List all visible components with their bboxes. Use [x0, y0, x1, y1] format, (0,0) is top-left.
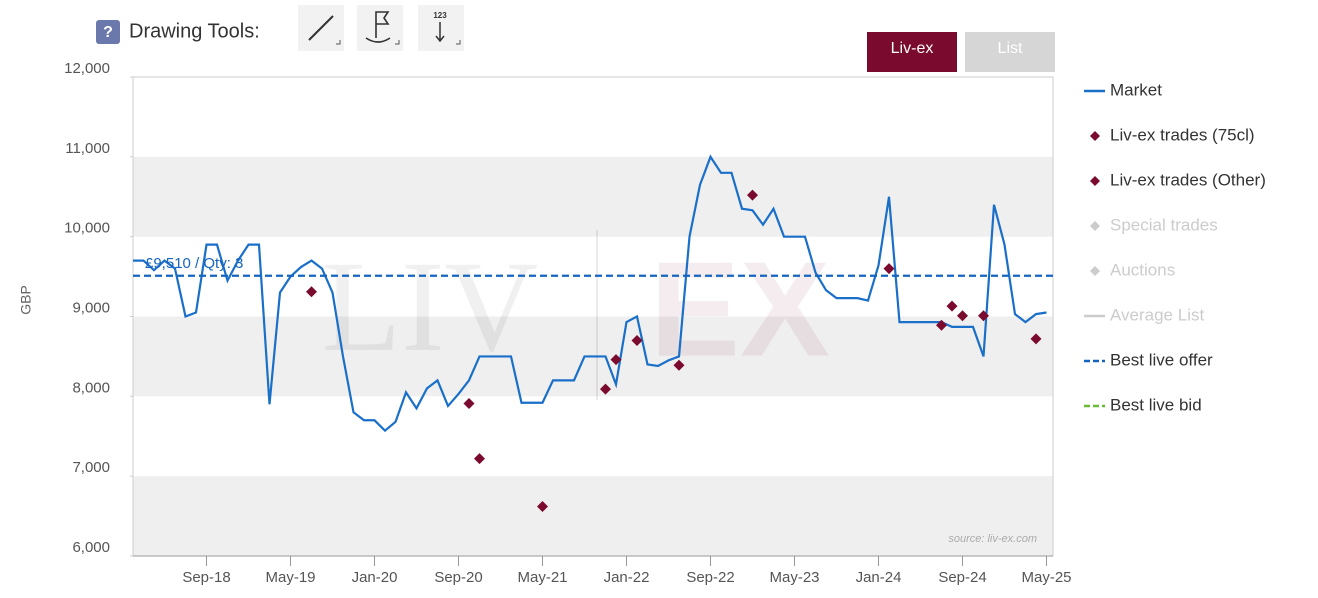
- trade-marker: [610, 354, 622, 366]
- tool-button[interactable]: [418, 5, 464, 51]
- trade-marker: [1030, 333, 1042, 345]
- legend-label: Liv-ex trades (Other): [1110, 170, 1266, 189]
- help-icon[interactable]: [96, 20, 120, 44]
- y-tick-label: 10,000: [64, 220, 110, 237]
- tab-button[interactable]: [867, 32, 957, 72]
- watermark: EX: [650, 234, 830, 385]
- tab-button[interactable]: [965, 32, 1055, 72]
- trade-marker: [463, 398, 475, 410]
- trade-marker: [883, 263, 895, 275]
- legend-label: Best live bid: [1110, 395, 1202, 414]
- legend-label: Best live offer: [1110, 350, 1213, 369]
- tool-text: 123: [433, 11, 447, 20]
- legend-item[interactable]: Market: [1084, 80, 1162, 99]
- x-tick-label: May-19: [265, 569, 315, 586]
- trade-marker: [936, 319, 947, 331]
- tab-label: List: [998, 40, 1023, 57]
- plot-area: LIV EX source: liv-ex.com 6,000 7,000 8,000 9,…: [64, 60, 1071, 586]
- legend-item[interactable]: Best live offer: [1084, 350, 1213, 369]
- offer-label: £9,510 / Qty: 3: [145, 255, 243, 272]
- market-line: [133, 154, 1047, 433]
- help-text: ?: [103, 24, 113, 41]
- tool-corner: [395, 40, 400, 45]
- x-tick-label: Sep-20: [434, 569, 482, 586]
- tab-label: Liv-ex: [891, 40, 934, 57]
- plot-band: [133, 476, 1053, 556]
- flag-tool[interactable]: [357, 5, 403, 51]
- tool-icon: [435, 22, 445, 43]
- y-tick-label: 12,000: [64, 60, 110, 77]
- trade-marker: [978, 310, 989, 322]
- legend-label: Liv-ex trades (75cl): [1110, 125, 1255, 144]
- y-tick-label: 11,000: [65, 140, 110, 157]
- legend-symbol: [1090, 131, 1100, 141]
- x-tick-label: May-21: [517, 569, 567, 586]
- trade-marker: [673, 359, 685, 371]
- legend-item[interactable]: Auctions: [1090, 260, 1175, 279]
- y-tick-label: 7,000: [72, 459, 110, 476]
- x-tick-label: Sep-24: [938, 569, 986, 586]
- legend-item[interactable]: Liv-ex trades (75cl): [1090, 125, 1255, 144]
- legend-label: Auctions: [1110, 260, 1175, 279]
- x-tick-label: Jan-20: [352, 569, 398, 586]
- y-tick-label: 9,000: [72, 299, 110, 316]
- legend-symbol: [1090, 266, 1100, 276]
- tool-icon: [365, 11, 391, 43]
- x-tick-label: May-25: [1021, 569, 1071, 586]
- legend-label: Special trades: [1110, 215, 1218, 234]
- legend-label: Average List: [1110, 305, 1204, 324]
- trade-marker: [957, 310, 968, 322]
- x-tick-label: Jan-22: [604, 569, 650, 586]
- y-tick-label: 8,000: [72, 379, 110, 396]
- y-axis-title: GBP: [18, 285, 34, 315]
- y-tick-label: 6,000: [72, 539, 110, 556]
- trade-marker: [306, 286, 317, 298]
- trade-marker: [631, 334, 643, 346]
- trade-marker: [600, 383, 611, 395]
- legend-item[interactable]: Liv-ex trades (Other): [1090, 170, 1266, 189]
- counter-tool[interactable]: 123: [418, 5, 464, 51]
- line-tool[interactable]: [298, 5, 344, 51]
- trade-marker: [747, 189, 758, 201]
- tool-corner: [336, 40, 341, 45]
- legend-item[interactable]: Special trades: [1090, 215, 1218, 234]
- tool-icon: [308, 15, 334, 41]
- x-tick-label: Jan-24: [856, 569, 902, 586]
- source-note: source: liv-ex.com: [948, 533, 1037, 545]
- x-tick-label: Sep-18: [182, 569, 230, 586]
- trade-marker: [474, 453, 485, 465]
- legend-item[interactable]: Average List: [1084, 305, 1204, 324]
- watermark: LIV: [322, 235, 539, 379]
- tool-corner: [456, 40, 461, 45]
- legend-label: Market: [1110, 80, 1162, 99]
- legend-symbol: [1090, 176, 1100, 186]
- x-tick-label: Sep-22: [686, 569, 734, 586]
- plot-band: [133, 156, 1053, 237]
- trade-marker: [946, 300, 958, 312]
- legend-symbol: [1090, 221, 1100, 231]
- x-tick-label: May-23: [769, 569, 819, 586]
- toolbar-label: Drawing Tools:: [129, 20, 260, 42]
- legend-item[interactable]: Best live bid: [1084, 395, 1202, 414]
- trade-marker: [537, 501, 548, 513]
